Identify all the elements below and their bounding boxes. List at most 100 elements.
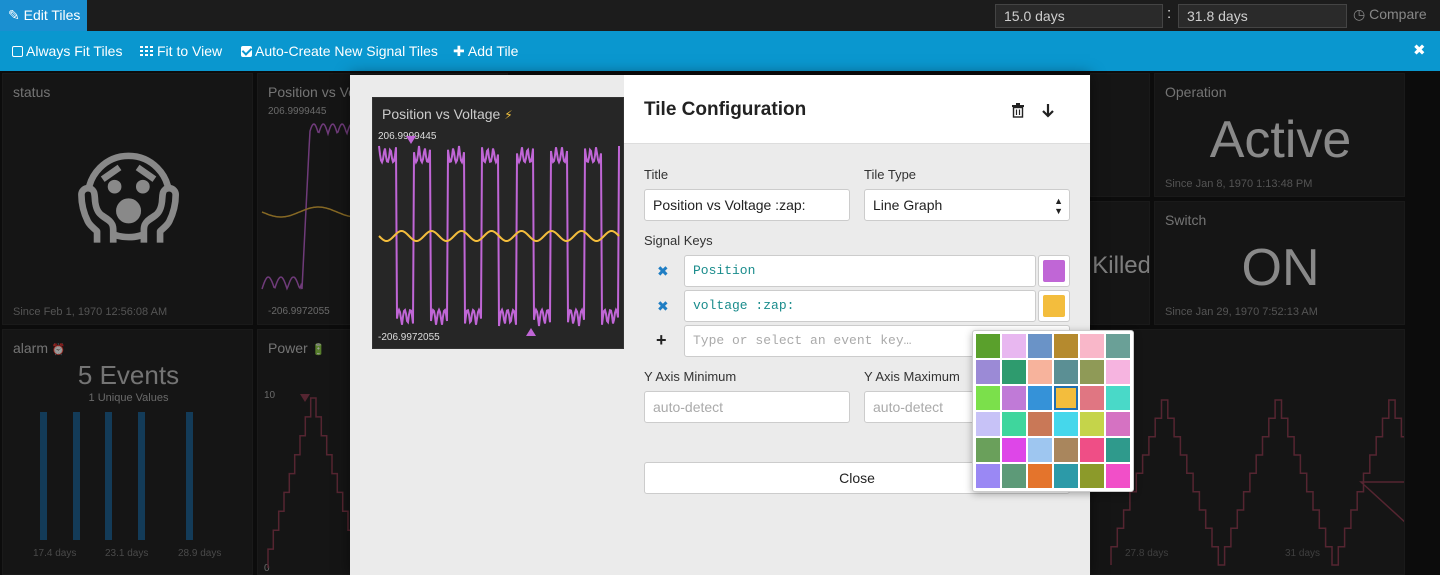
palette-color-swatch[interactable] <box>1028 438 1052 462</box>
palette-color-swatch[interactable] <box>976 438 1000 462</box>
tile-type-select[interactable]: Line Graph ▲ ▼ <box>864 189 1070 221</box>
palette-color-swatch[interactable] <box>1054 386 1078 410</box>
palette-color-swatch[interactable] <box>976 464 1000 488</box>
range-start-input[interactable]: 15.0 days <box>995 4 1163 28</box>
y-axis-max: 206.9999445 <box>268 106 327 117</box>
palette-color-swatch[interactable] <box>1080 412 1104 436</box>
preview-chart <box>378 136 620 336</box>
tile-switch[interactable]: Switch ON Since Jan 29, 1970 7:52:13 AM <box>1154 201 1405 325</box>
tile-alarm[interactable]: alarm ⏰ 5 Events 1 Unique Values 17.4 da… <box>2 329 253 575</box>
palette-color-swatch[interactable] <box>1080 464 1104 488</box>
palette-color-swatch[interactable] <box>1054 464 1078 488</box>
palette-color-swatch[interactable] <box>1080 334 1104 358</box>
add-tile-button[interactable]: ✚ Add Tile <box>453 31 518 71</box>
tile-hidden-top[interactable] <box>1090 73 1150 197</box>
palette-color-swatch[interactable] <box>1028 386 1052 410</box>
position-bg-chart <box>261 123 353 291</box>
remove-key-icon[interactable]: ✖ <box>657 298 669 314</box>
battery-icon: 🔋 <box>311 344 326 356</box>
fit-to-view-button[interactable]: Fit to View <box>140 31 222 71</box>
tile-title: Position vs Vo <box>268 84 356 100</box>
palette-color-swatch[interactable] <box>1106 412 1130 436</box>
palette-color-swatch[interactable] <box>976 360 1000 384</box>
palette-color-swatch[interactable] <box>1002 464 1026 488</box>
clock-icon: ◷ <box>1353 6 1366 22</box>
palette-color-swatch[interactable] <box>1106 386 1130 410</box>
tile-title: Operation <box>1165 84 1227 100</box>
tile-configuration-modal: Position vs Voltage ⚡ 206.9999445 -206.9… <box>350 75 1090 575</box>
plus-icon: ✚ <box>453 43 465 59</box>
always-fit-label: Always Fit Tiles <box>26 43 123 59</box>
palette-color-swatch[interactable] <box>1028 360 1052 384</box>
x-tick-label: 28.9 days <box>178 548 222 559</box>
alarm-bar <box>105 412 112 540</box>
arrow-down-icon[interactable] <box>1041 103 1055 118</box>
range-separator: : <box>1167 5 1172 22</box>
palette-color-swatch[interactable] <box>1054 412 1078 436</box>
remove-key-icon[interactable]: ✖ <box>657 263 669 279</box>
always-fit-tiles-checkbox[interactable]: Always Fit Tiles <box>12 31 122 71</box>
palette-color-swatch[interactable] <box>1054 438 1078 462</box>
color-palette <box>972 330 1134 492</box>
palette-color-swatch[interactable] <box>1106 360 1130 384</box>
tile-operation[interactable]: Operation Active Since Jan 8, 1970 1:13:… <box>1154 73 1405 197</box>
add-tile-label: Add Tile <box>467 43 519 59</box>
palette-color-swatch[interactable] <box>1106 334 1130 358</box>
y-axis-min: 0 <box>264 563 270 574</box>
title-input[interactable]: Position vs Voltage :zap: <box>644 189 850 221</box>
tile-title: alarm <box>13 340 49 356</box>
swatch-color <box>1043 260 1065 282</box>
edit-tiles-tab[interactable]: ✎ Edit Tiles <box>0 0 87 31</box>
close-toolbar-icon[interactable]: ✖ <box>1413 42 1426 59</box>
compare-button[interactable]: ◷ Compare <box>1353 6 1427 23</box>
preview-title: Position vs Voltage <box>382 106 501 122</box>
palette-color-swatch[interactable] <box>1002 386 1026 410</box>
tile-title: status <box>13 84 51 100</box>
y-min-label: Y Axis Minimum <box>644 369 737 384</box>
palette-color-swatch[interactable] <box>1028 464 1052 488</box>
palette-color-swatch[interactable] <box>1080 438 1104 462</box>
killed-value: Killed <box>1092 252 1150 279</box>
auto-create-checkbox[interactable]: Auto-Create New Signal Tiles <box>241 31 438 71</box>
color-swatch-button[interactable] <box>1038 290 1070 322</box>
palette-color-swatch[interactable] <box>976 334 1000 358</box>
alarm-bar <box>186 412 193 540</box>
palette-color-swatch[interactable] <box>1054 360 1078 384</box>
signal-keys-label: Signal Keys <box>644 233 713 248</box>
palette-color-swatch[interactable] <box>1028 412 1052 436</box>
palette-color-swatch[interactable] <box>1028 334 1052 358</box>
modal-title: Tile Configuration <box>644 99 807 120</box>
palette-color-swatch[interactable] <box>1106 438 1130 462</box>
tile-status[interactable]: status 😱 Since Feb 1, 1970 12:56:08 AM <box>2 73 253 325</box>
tile-since: Since Jan 8, 1970 1:13:48 PM <box>1165 178 1313 190</box>
signal-key-input[interactable]: Position <box>684 255 1036 287</box>
palette-color-swatch[interactable] <box>976 412 1000 436</box>
add-key-icon[interactable]: + <box>656 330 667 350</box>
tile-title: Power <box>268 340 308 356</box>
trash-icon[interactable] <box>1011 103 1025 118</box>
tile-type-label: Tile Type <box>864 167 917 182</box>
palette-color-swatch[interactable] <box>1002 334 1026 358</box>
palette-color-swatch[interactable] <box>976 386 1000 410</box>
palette-color-swatch[interactable] <box>1080 360 1104 384</box>
palette-color-swatch[interactable] <box>1080 386 1104 410</box>
swatch-color <box>1043 295 1065 317</box>
grid-icon <box>140 46 153 56</box>
palette-color-swatch[interactable] <box>1002 412 1026 436</box>
y-min-input[interactable]: auto-detect <box>644 391 850 423</box>
alarm-bar <box>40 412 47 540</box>
tile-step-chart[interactable]: 27.8 days 31 days <box>1090 329 1405 575</box>
checkbox-checked-icon <box>241 46 252 57</box>
palette-color-swatch[interactable] <box>1002 438 1026 462</box>
alarm-bar <box>73 412 80 540</box>
signal-key-input[interactable]: voltage :zap: <box>684 290 1036 322</box>
step-chart <box>1110 399 1404 566</box>
palette-color-swatch[interactable] <box>1054 334 1078 358</box>
range-end-input[interactable]: 31.8 days <box>1178 4 1347 28</box>
color-swatch-button[interactable] <box>1038 255 1070 287</box>
palette-color-swatch[interactable] <box>1002 360 1026 384</box>
palette-color-swatch[interactable] <box>1106 464 1130 488</box>
preview-y-min: -206.9972055 <box>378 332 440 343</box>
tile-killed[interactable]: Killed <box>1090 201 1150 325</box>
